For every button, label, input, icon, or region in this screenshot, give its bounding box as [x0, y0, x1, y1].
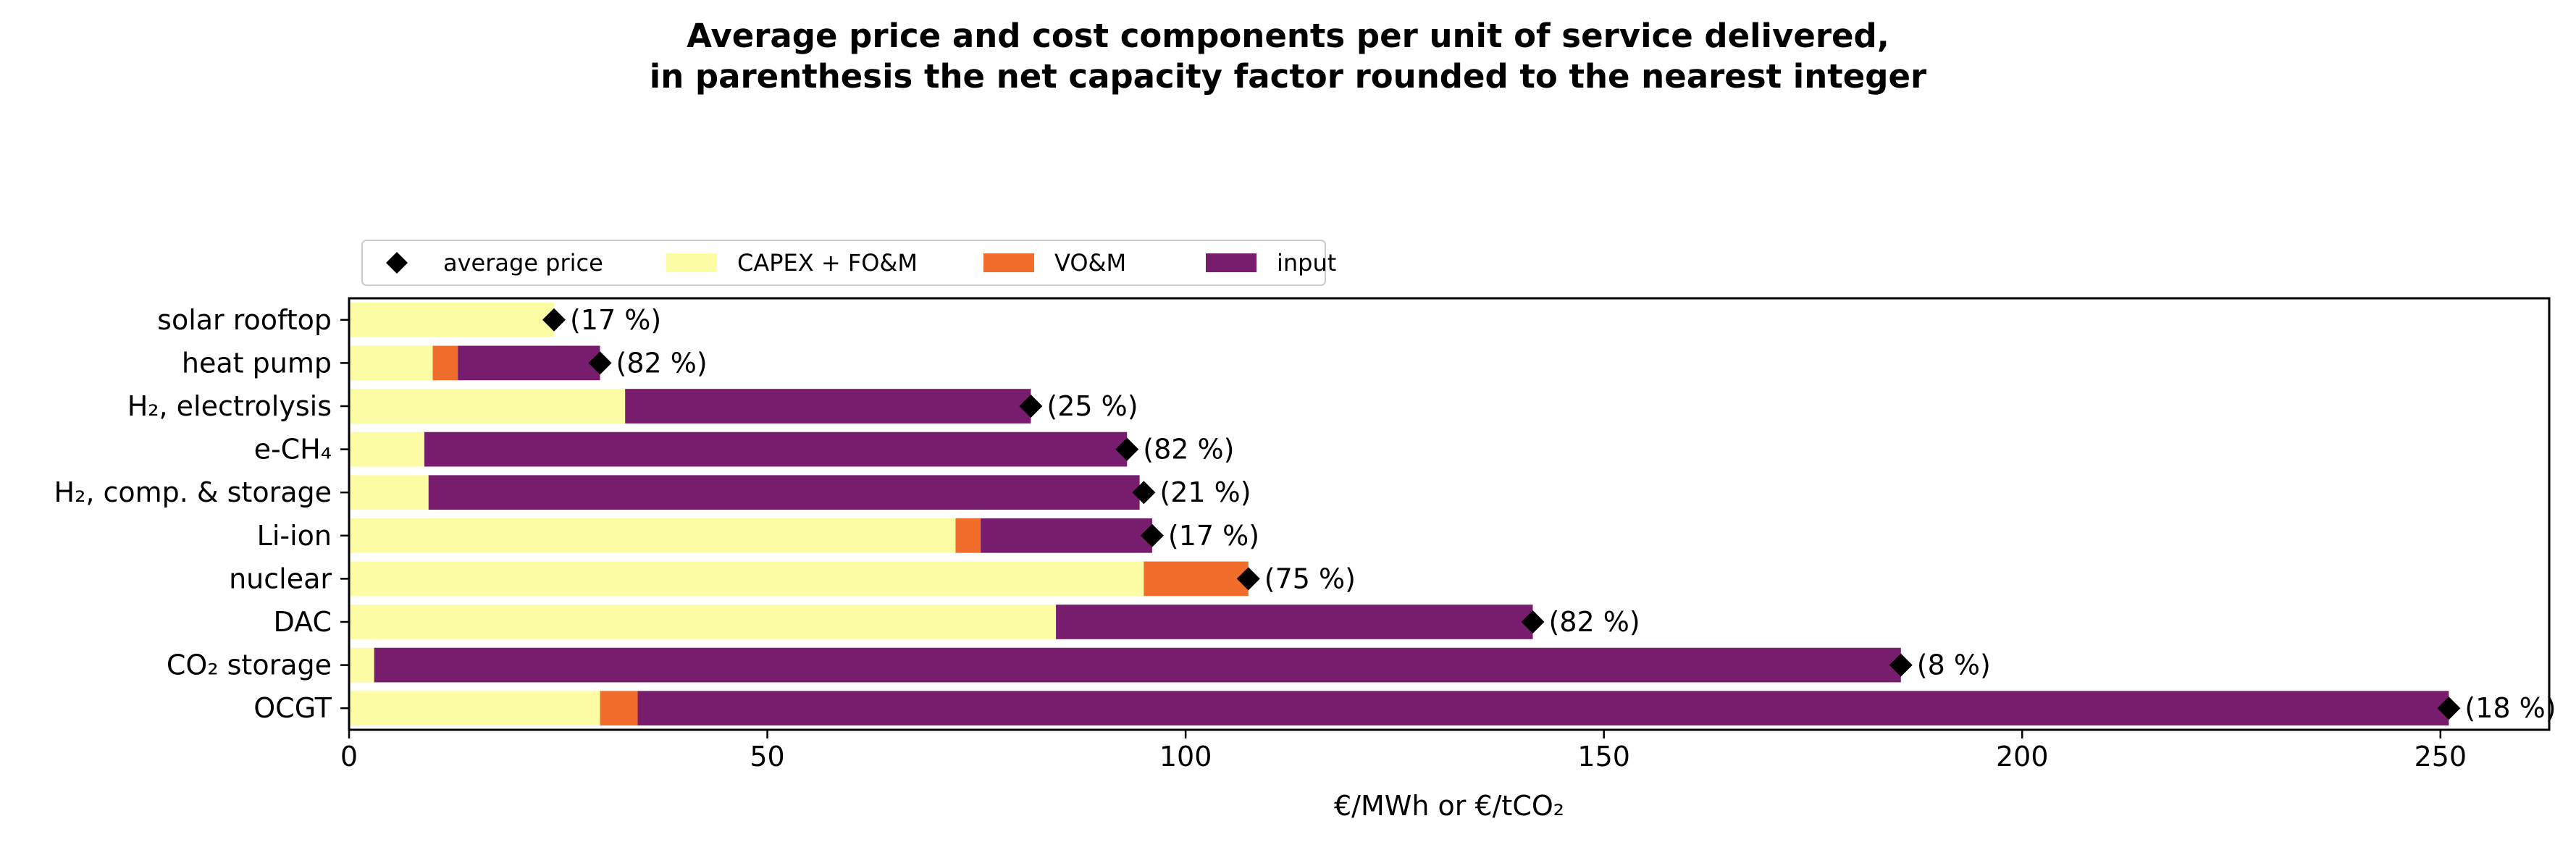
- average-price-marker: [1236, 567, 1260, 591]
- capacity-factor-label: (25 %): [1046, 390, 1138, 422]
- y-tick-label: Li-ion: [257, 520, 332, 552]
- x-tick-label: 100: [1159, 741, 1212, 772]
- y-tick-label: OCGT: [253, 692, 332, 724]
- average-price-marker: [1132, 481, 1156, 505]
- average-price-marker: [1889, 653, 1913, 677]
- plot-frame: [348, 297, 2551, 731]
- legend-box: [361, 240, 1326, 286]
- y-tick-label: solar rooftop: [157, 304, 332, 336]
- chart-title: Average price and cost components per un…: [649, 17, 1927, 96]
- x-axis-label: €/MWh or €/tCO₂: [1334, 790, 1564, 822]
- bar-capex-fom: [349, 647, 374, 683]
- y-tick-label: CO₂ storage: [167, 649, 332, 681]
- bar-input: [458, 345, 600, 381]
- bar-input: [637, 691, 2449, 726]
- capacity-factor-label: (82 %): [1549, 606, 1640, 638]
- average-price-marker: [1521, 610, 1545, 633]
- average-price-marker: [542, 308, 566, 332]
- legend-patch: [983, 253, 1034, 272]
- x-tick-label: 50: [750, 741, 784, 772]
- legend-label: VO&M: [1054, 249, 1126, 277]
- bar-input: [428, 475, 1140, 510]
- bar-input: [424, 431, 1128, 467]
- x-tick-label: 0: [340, 741, 358, 772]
- capacity-factor-label: (82 %): [1143, 434, 1234, 466]
- bar-vom: [432, 345, 458, 381]
- y-tick-label: DAC: [274, 606, 332, 638]
- legend-patch: [666, 253, 717, 272]
- bar-vom: [600, 691, 638, 726]
- bar-capex-fom: [349, 691, 600, 726]
- capacity-factor-label: (17 %): [1168, 520, 1259, 552]
- capacity-factor-label: (75 %): [1264, 563, 1356, 594]
- bar-capex-fom: [349, 389, 626, 424]
- legend-patch: [1206, 253, 1256, 272]
- bar-capex-fom: [349, 302, 555, 337]
- average-price-marker: [1140, 523, 1164, 547]
- legend-label: CAPEX + FO&M: [737, 249, 918, 277]
- bar-vom: [1144, 561, 1249, 597]
- bar-input: [981, 518, 1152, 553]
- bar-capex-fom: [349, 518, 956, 553]
- capacity-factor-label: (82 %): [616, 347, 708, 379]
- average-price-marker: [588, 351, 612, 375]
- bar-vom: [955, 518, 981, 553]
- capacity-factor-label: (8 %): [1917, 649, 1991, 681]
- legend-label: input: [1277, 249, 1336, 277]
- average-price-marker: [1019, 395, 1043, 418]
- y-tick-label: H₂, electrolysis: [127, 390, 332, 422]
- x-tick-label: 250: [2415, 741, 2467, 772]
- capacity-factor-label: (17 %): [570, 304, 661, 336]
- legend-average-price-marker: [386, 252, 408, 274]
- bar-capex-fom: [349, 431, 424, 467]
- y-tick-label: nuclear: [229, 563, 332, 594]
- average-price-marker: [1115, 437, 1139, 461]
- average-price-marker: [2437, 696, 2461, 720]
- x-tick-label: 200: [1996, 741, 2049, 772]
- y-tick-label: H₂, comp. & storage: [54, 476, 332, 508]
- legend-label: average price: [443, 249, 603, 277]
- bar-input: [1056, 605, 1533, 639]
- y-tick-label: e-CH₄: [254, 434, 332, 466]
- bar-capex-fom: [349, 561, 1144, 597]
- bar-input: [625, 389, 1031, 424]
- bar-input: [374, 647, 1901, 683]
- bar-capex-fom: [349, 345, 433, 381]
- bar-capex-fom: [349, 475, 429, 510]
- capacity-factor-label: (21 %): [1159, 476, 1251, 508]
- y-tick-label: heat pump: [182, 347, 332, 379]
- capacity-factor-label: (18 %): [2464, 692, 2556, 724]
- bar-capex-fom: [349, 605, 1057, 639]
- x-tick-label: 150: [1577, 741, 1630, 772]
